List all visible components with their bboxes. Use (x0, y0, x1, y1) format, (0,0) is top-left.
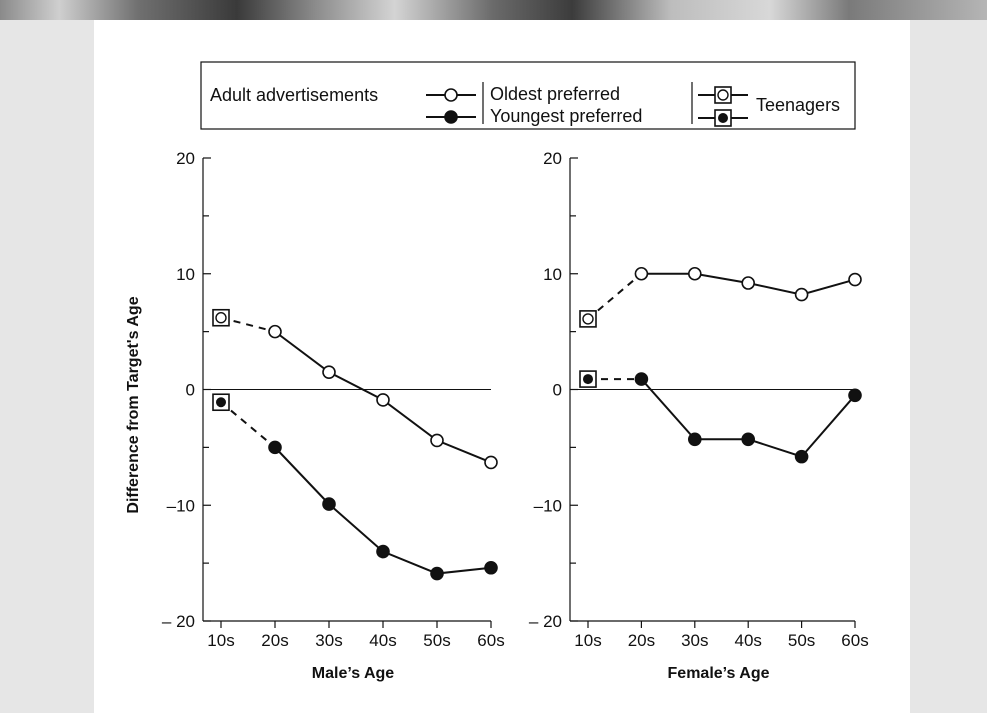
male-y-tick-label: – 20 (162, 612, 195, 631)
male-x-tick-label: 50s (423, 631, 450, 650)
male-oldest-point (322, 365, 336, 379)
figure: Adult advertisements Oldest preferred Yo… (125, 61, 869, 682)
y-axis-title: Difference from Target's Age (125, 296, 142, 513)
male-youngest-point (322, 497, 336, 511)
female-oldest-point (794, 287, 809, 302)
male-x-tick-label: 20s (261, 631, 288, 650)
female-x-tick-label: 60s (841, 631, 868, 650)
female-youngest-point (794, 449, 809, 464)
legend-oldest-label: Oldest preferred (490, 84, 620, 104)
male-oldest-point (376, 393, 390, 407)
male-teen-oldest-point-inner (215, 312, 227, 324)
male-oldest-point (484, 455, 498, 470)
chart-female: – 20 –10 0 10 20 10s 20s 30s 40s 50s 60s Female’s A… (529, 149, 869, 682)
legend-oldest-marker (444, 88, 458, 102)
female-y-tick-label: 0 (553, 381, 562, 400)
male-x-tick-label: 40s (369, 631, 396, 650)
legend-teen-marker-top-inner (717, 89, 729, 101)
male-youngest-point (430, 566, 444, 581)
female-oldest-point (634, 266, 649, 281)
female-teen-oldest-point-inner (582, 313, 594, 325)
male-teen-youngest-point-inner (216, 397, 226, 408)
male-teen-link-youngest (220, 401, 276, 449)
female-x-tick-label: 20s (628, 631, 655, 650)
male-x-tick-label: 10s (207, 631, 234, 650)
male-x-axis-title: Male’s Age (312, 665, 395, 682)
male-x-tick-label: 60s (477, 631, 504, 650)
male-youngest-point (376, 544, 390, 559)
legend-youngest-label: Youngest preferred (490, 106, 642, 126)
male-x-tick-label: 30s (315, 631, 342, 650)
female-teen-link-oldest (587, 272, 643, 320)
male-oldest-point (268, 324, 282, 339)
legend-teen-label: Teenagers (756, 95, 840, 115)
male-y-tick-label: 10 (176, 265, 195, 284)
female-oldest-point (687, 266, 702, 281)
female-oldest-point (741, 276, 756, 290)
female-x-tick-label: 40s (734, 631, 761, 650)
male-teen-link-oldest (220, 316, 276, 333)
female-x-tick-label: 10s (574, 631, 601, 650)
male-youngest-point (484, 560, 498, 575)
female-y-tick-label: 20 (543, 149, 562, 168)
header-photo-strip (0, 0, 987, 20)
female-youngest-point (687, 432, 702, 447)
chart-male: – 20 –10 0 10 20 10s 20s 30s 40s 50s 60s Male’s Age (162, 149, 505, 682)
legend-teen-marker-bottom-inner (718, 113, 728, 123)
female-x-axis-title: Female’s Age (668, 665, 770, 682)
male-y-tick-label: –10 (167, 496, 195, 515)
male-y-tick-label: 0 (186, 381, 195, 400)
female-youngest-point (741, 432, 756, 447)
male-y-tick-label: 20 (176, 149, 195, 168)
male-youngest-point (268, 440, 282, 455)
female-x-tick-label: 50s (788, 631, 815, 650)
male-oldest-point (430, 433, 444, 448)
female-y-tick-label: –10 (534, 496, 562, 515)
female-youngest-point (634, 372, 649, 386)
female-teen-youngest-point-inner (583, 374, 593, 385)
legend: Adult advertisements Oldest preferred Yo… (200, 61, 856, 130)
female-oldest-point (848, 272, 862, 287)
legend-youngest-marker (444, 110, 458, 124)
figure-panel: Adult advertisements Oldest preferred Yo… (94, 20, 910, 713)
female-youngest-point (848, 388, 862, 403)
female-y-tick-label: 10 (543, 265, 562, 284)
female-y-tick-label: – 20 (529, 612, 562, 631)
female-x-tick-label: 30s (681, 631, 708, 650)
legend-adult-label: Adult advertisements (210, 85, 378, 105)
